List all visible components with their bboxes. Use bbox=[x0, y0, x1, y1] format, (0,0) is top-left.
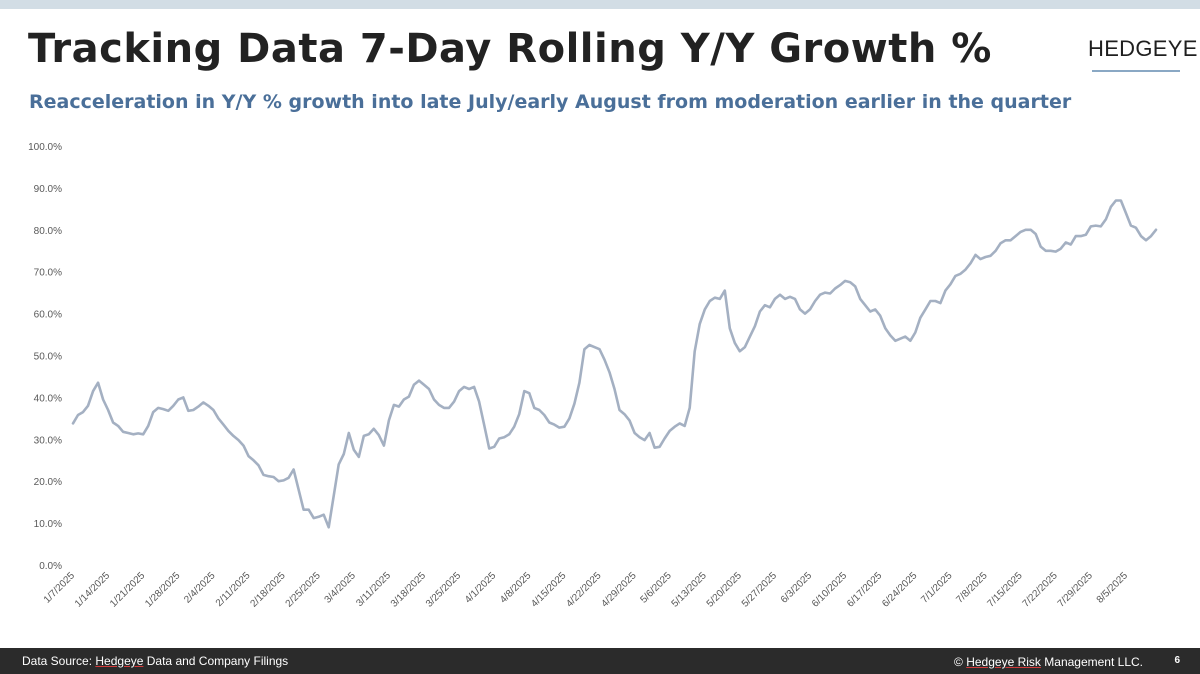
hedgeye-logo: HEDGEYE bbox=[1088, 36, 1198, 61]
y-tick-label: 60.0% bbox=[34, 310, 62, 321]
x-tick-label: 4/1/2025 bbox=[463, 570, 499, 606]
x-tick-label: 6/3/2025 bbox=[779, 570, 815, 606]
page-number: 6 bbox=[1174, 655, 1180, 666]
copyright-prefix: © bbox=[954, 655, 967, 669]
logo-underline bbox=[1092, 70, 1180, 72]
x-tick-label: 4/29/2025 bbox=[599, 570, 639, 610]
y-tick-label: 100.0% bbox=[28, 142, 62, 153]
x-tick-label: 5/27/2025 bbox=[740, 570, 780, 610]
data-source-link-text: Hedgeye bbox=[95, 654, 144, 668]
top-accent-bar bbox=[0, 0, 1200, 9]
x-tick-label: 5/13/2025 bbox=[670, 570, 710, 610]
x-tick-label: 7/15/2025 bbox=[986, 570, 1026, 610]
x-tick-label: 1/28/2025 bbox=[143, 570, 183, 610]
x-tick-label: 2/4/2025 bbox=[182, 570, 218, 606]
page-subtitle: Reacceleration in Y/Y % growth into late… bbox=[29, 91, 1072, 113]
y-tick-label: 70.0% bbox=[34, 268, 62, 279]
y-tick-label: 80.0% bbox=[34, 226, 62, 237]
data-source-note: Data Source: Hedgeye Data and Company Fi… bbox=[22, 654, 288, 668]
x-tick-label: 5/20/2025 bbox=[705, 570, 745, 610]
series-line bbox=[71, 199, 1158, 529]
x-tick-label: 6/24/2025 bbox=[880, 570, 920, 610]
x-tick-label: 3/18/2025 bbox=[389, 570, 429, 610]
x-tick-label: 2/25/2025 bbox=[284, 570, 324, 610]
y-tick-label: 90.0% bbox=[34, 184, 62, 195]
x-tick-label: 4/8/2025 bbox=[498, 570, 534, 606]
y-axis: 0.0% 10.0% 20.0% 30.0% 40.0% 50.0% 60.0% 70.0% 8… bbox=[28, 142, 62, 572]
y-tick-label: 30.0% bbox=[34, 435, 62, 446]
line-chart: 0.0% 10.0% 20.0% 30.0% 40.0% 50.0% 60.0% 70.0% 8… bbox=[28, 142, 1158, 610]
x-tick-label: 7/1/2025 bbox=[919, 570, 955, 606]
x-tick-label: 2/11/2025 bbox=[214, 570, 253, 609]
footer-bar: Data Source: Hedgeye Data and Company Fi… bbox=[0, 648, 1200, 674]
y-tick-label: 10.0% bbox=[34, 519, 62, 530]
x-tick-label: 5/6/2025 bbox=[638, 570, 674, 606]
x-tick-label: 7/29/2025 bbox=[1056, 570, 1096, 610]
y-tick-label: 20.0% bbox=[34, 477, 62, 488]
plot-area bbox=[71, 199, 1158, 529]
x-tick-label: 7/22/2025 bbox=[1021, 570, 1061, 610]
x-tick-label: 1/7/2025 bbox=[42, 570, 78, 606]
x-tick-label: 1/14/2025 bbox=[73, 570, 113, 610]
copyright-note: © Hedgeye Risk Management LLC. bbox=[954, 655, 1143, 669]
x-tick-label: 6/10/2025 bbox=[810, 570, 850, 610]
page-title: Tracking Data 7-Day Rolling Y/Y Growth % bbox=[28, 26, 992, 72]
y-tick-label: 40.0% bbox=[34, 393, 62, 404]
copyright-company: Hedgeye bbox=[966, 655, 1015, 669]
x-tick-label: 4/15/2025 bbox=[529, 570, 569, 610]
copyright-risk: Risk bbox=[1014, 655, 1041, 669]
x-tick-label: 6/17/2025 bbox=[845, 570, 885, 610]
x-tick-label: 4/22/2025 bbox=[564, 570, 604, 610]
copyright-suffix: Management LLC. bbox=[1040, 655, 1143, 669]
x-tick-label: 7/8/2025 bbox=[954, 570, 990, 606]
x-tick-label: 8/5/2025 bbox=[1095, 570, 1131, 606]
x-tick-label: 3/11/2025 bbox=[354, 570, 393, 609]
y-tick-label: 0.0% bbox=[39, 561, 62, 572]
x-tick-label: 3/25/2025 bbox=[424, 570, 464, 610]
y-tick-label: 50.0% bbox=[34, 352, 62, 363]
x-tick-label: 2/18/2025 bbox=[248, 570, 288, 610]
x-tick-label: 3/4/2025 bbox=[323, 570, 359, 606]
data-source-suffix: Data and Company Filings bbox=[143, 654, 289, 668]
data-source-prefix: Data Source: bbox=[22, 654, 96, 668]
x-tick-label: 1/21/2025 bbox=[108, 570, 148, 610]
